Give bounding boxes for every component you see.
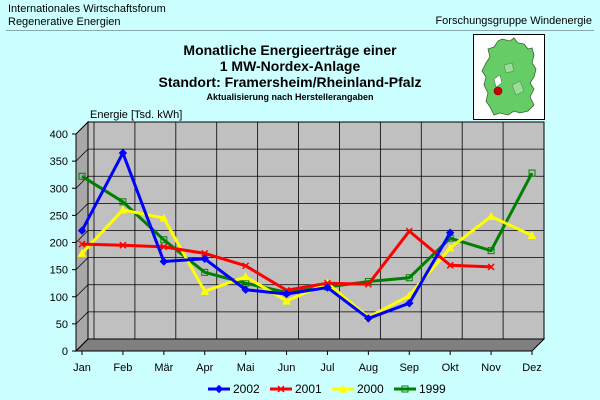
y-tick-label: 50: [56, 319, 68, 331]
legend-2002-point: [214, 384, 224, 394]
series-1999-point: [405, 274, 413, 282]
series-2002-point: [241, 285, 250, 294]
series-2000-point: [159, 213, 169, 222]
y-tick-label: 350: [50, 156, 68, 168]
y-gridline: [75, 121, 544, 135]
x-tick-label-10: Nov: [481, 362, 501, 374]
legend-label-2002: 2002: [233, 382, 260, 396]
y-tick-label: 400: [50, 129, 68, 141]
series-1999-point: [201, 268, 209, 276]
org-name-line2: Regenerative Energien: [8, 16, 121, 28]
x-tick-label-0: Jan: [73, 362, 91, 374]
y-gridline: [75, 202, 544, 216]
series-1999-point: [119, 198, 127, 206]
chart-subtitle: Aktualisierung nach Herstellerangaben: [206, 92, 374, 102]
series-2001-point: [201, 249, 209, 257]
chart-gridlines: [75, 121, 545, 352]
series-line-2002: [80, 151, 452, 320]
series-2002-point: [200, 254, 209, 263]
series-2000-point: [118, 205, 128, 214]
x-tick-label-5: Jun: [278, 362, 296, 374]
series-1999-point: [528, 169, 536, 177]
series-2002: [77, 148, 455, 323]
chart-title-line2: 1 MW-Nordex-Anlage: [219, 58, 361, 74]
series-2001-point: [323, 279, 331, 287]
series-2002-point: [323, 283, 332, 292]
y-tick-label: 0: [62, 346, 68, 358]
header-divider: [6, 30, 594, 31]
series-2001-point: [78, 240, 86, 248]
x-tick-label-11: Dez: [522, 362, 542, 374]
series-2001-point: [364, 280, 372, 288]
y-axis-label: Energie [Tsd. kWh]: [90, 109, 182, 121]
series-1999-point: [78, 172, 86, 180]
series-2001-point: [160, 243, 168, 251]
y-tick-label: 300: [50, 183, 68, 195]
series-2000-point: [77, 248, 87, 257]
chart-series-lines: [77, 148, 537, 323]
legend-2001-point: [277, 385, 285, 393]
legend-2000-point: [338, 384, 348, 393]
series-2000-point: [404, 291, 414, 300]
y-gridline: [75, 338, 544, 352]
series-2001-point: [487, 263, 495, 271]
y-gridline: [75, 230, 544, 243]
x-tick-label-6: Jul: [320, 362, 334, 374]
y-gridline: [75, 284, 544, 298]
series-2000-point: [282, 296, 291, 305]
x-tick-label-4: Mai: [237, 362, 255, 374]
x-tick-label-2: Mär: [154, 362, 173, 374]
legend-1999-point: [401, 385, 409, 393]
x-tick-label-3: Apr: [196, 362, 213, 374]
series-2002-point: [77, 226, 87, 235]
series-2001-point: [405, 227, 413, 235]
series-2000-point: [200, 286, 210, 295]
legend-label-2000: 2000: [357, 382, 384, 396]
y-gridline: [75, 257, 544, 270]
chart-title: Monatliche Energieerträge einer: [183, 42, 397, 58]
series-2001-point: [119, 241, 127, 249]
y-gridline: [75, 175, 544, 189]
y-tick-label: 150: [50, 265, 68, 277]
series-2002-point: [118, 148, 128, 158]
x-tick-label-7: Aug: [359, 362, 379, 374]
location-marker: [493, 86, 503, 96]
series-1999-point: [487, 247, 495, 255]
research-group-name: Forschungsgruppe Windenergie: [435, 15, 592, 27]
x-axis-ticks: Jan Feb Mär Apr Mai Jun Jul Aug Sep Okt Nov Dez: [73, 351, 542, 374]
y-tick-label: 200: [50, 238, 68, 250]
y-gridline: [75, 311, 544, 325]
germany-map-icon: [473, 34, 545, 120]
series-2000-point: [527, 230, 537, 239]
series-2002-point: [445, 228, 455, 237]
germany-shape: [481, 37, 537, 116]
chart-legend: 2002 2001 2000 1999: [208, 382, 446, 396]
y-axis-ticks: 0 50 100 150 200 250 300 350 400: [50, 129, 76, 358]
legend-label-1999: 1999: [419, 382, 446, 396]
y-tick-label: 250: [50, 210, 68, 222]
series-2001-point: [446, 261, 454, 269]
x-tick-label-1: Feb: [113, 362, 132, 374]
series-2002-point: [364, 314, 373, 323]
series-2002-point: [405, 299, 414, 308]
y-gridline: [75, 148, 544, 162]
legend-label-2001: 2001: [295, 382, 322, 396]
series-2001-point: [242, 262, 250, 270]
series-1999-point: [160, 236, 168, 244]
chart-floor: [74, 338, 546, 352]
chart-title-line3: Standort: Framersheim/Rheinland-Pfalz: [158, 74, 422, 90]
x-tick-label-8: Sep: [399, 362, 419, 374]
series-2000-point: [241, 272, 250, 281]
series-2000-point: [445, 243, 455, 252]
series-2000-point: [486, 211, 496, 220]
series-2002-point: [159, 257, 169, 266]
y-tick-label: 100: [50, 292, 68, 304]
org-name-line1: Internationales Wirtschaftsforum: [8, 3, 166, 15]
series-2002-point: [282, 289, 291, 299]
x-tick-label-9: Okt: [442, 362, 459, 374]
chart-plot-area: [74, 120, 546, 353]
